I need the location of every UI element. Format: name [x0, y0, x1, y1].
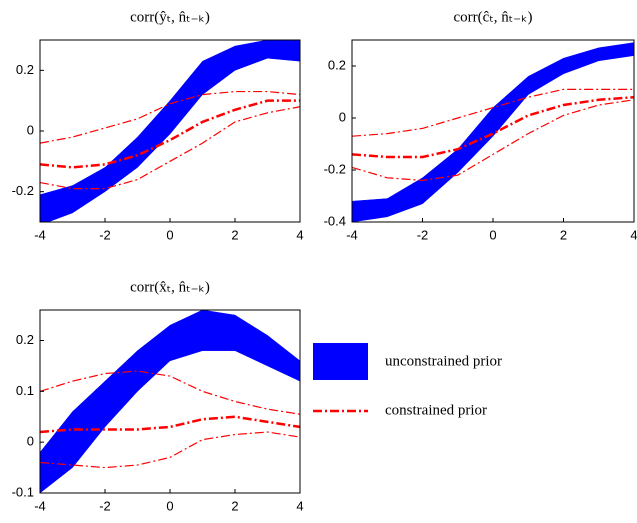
y-tick-label: 0.2 — [16, 332, 34, 347]
band-segment — [40, 410, 73, 493]
x-tick-label: 4 — [630, 227, 637, 242]
band-segment — [104, 136, 138, 193]
band-segment — [104, 350, 138, 428]
x-tick-label: 2 — [231, 498, 238, 513]
y-tick-label: -0.4 — [324, 213, 346, 228]
band-segment — [40, 185, 73, 222]
y-tick-label: -0.2 — [12, 183, 34, 198]
band-segment — [202, 310, 236, 351]
x-tick-label: -4 — [34, 227, 46, 242]
x-tick-label: -2 — [99, 227, 111, 242]
band-segment — [267, 40, 300, 62]
band-segment — [267, 334, 300, 382]
band-segment — [202, 45, 236, 96]
x-tick-label: -4 — [34, 498, 46, 513]
x-tick-label: 4 — [296, 227, 303, 242]
line — [40, 106, 300, 190]
y-tick-label: 0.2 — [16, 62, 34, 77]
line — [352, 95, 635, 159]
y-tick-label: -0.2 — [324, 161, 346, 176]
line — [352, 99, 635, 182]
legend-swatch — [313, 343, 368, 380]
x-tick-label: 0 — [166, 227, 173, 242]
band-segment — [352, 198, 388, 222]
x-tick-label: 0 — [489, 227, 496, 242]
y-tick-label: -0.1 — [12, 484, 34, 499]
line — [40, 90, 300, 144]
band-segment — [169, 310, 203, 362]
y-tick-label: 0.1 — [16, 383, 34, 398]
band-segment — [169, 60, 203, 135]
chart-title: corr(ĉₜ, n̂ₜ₋ₖ) — [454, 9, 533, 25]
line — [40, 370, 300, 415]
y-tick-label: 0 — [339, 109, 346, 124]
y-tick-label: 0 — [27, 122, 34, 137]
x-tick-label: -2 — [99, 498, 111, 513]
band-segment — [563, 47, 599, 75]
band-segment — [598, 42, 635, 62]
plot-area — [352, 42, 635, 222]
legend-label: constrained prior — [385, 402, 487, 418]
chart-title: corr(x̂ₜ, n̂ₜ₋ₖ) — [130, 279, 210, 295]
y-tick-label: 0 — [27, 434, 34, 449]
band-segment — [72, 380, 106, 469]
x-tick-label: 4 — [296, 498, 303, 513]
line — [40, 99, 300, 169]
chart-title: corr(ŷₜ, n̂ₜ₋ₖ) — [130, 9, 210, 25]
legend-label: unconstrained prior — [385, 353, 502, 369]
band-segment — [234, 40, 268, 71]
x-tick-label: -2 — [417, 227, 429, 242]
plot-area — [40, 310, 300, 493]
band-segment — [528, 57, 564, 96]
band-segment — [234, 314, 268, 367]
y-tick-label: 0.2 — [328, 57, 346, 72]
x-tick-label: 0 — [166, 498, 173, 513]
x-tick-label: -4 — [346, 227, 358, 242]
line — [352, 88, 634, 137]
line — [40, 431, 300, 469]
band-segment — [387, 177, 423, 218]
band-segment — [137, 324, 171, 392]
x-tick-label: 2 — [560, 227, 567, 242]
band-segment — [137, 100, 171, 169]
x-tick-label: 2 — [231, 227, 238, 242]
band-segment — [72, 166, 106, 214]
plot-area — [40, 40, 300, 222]
